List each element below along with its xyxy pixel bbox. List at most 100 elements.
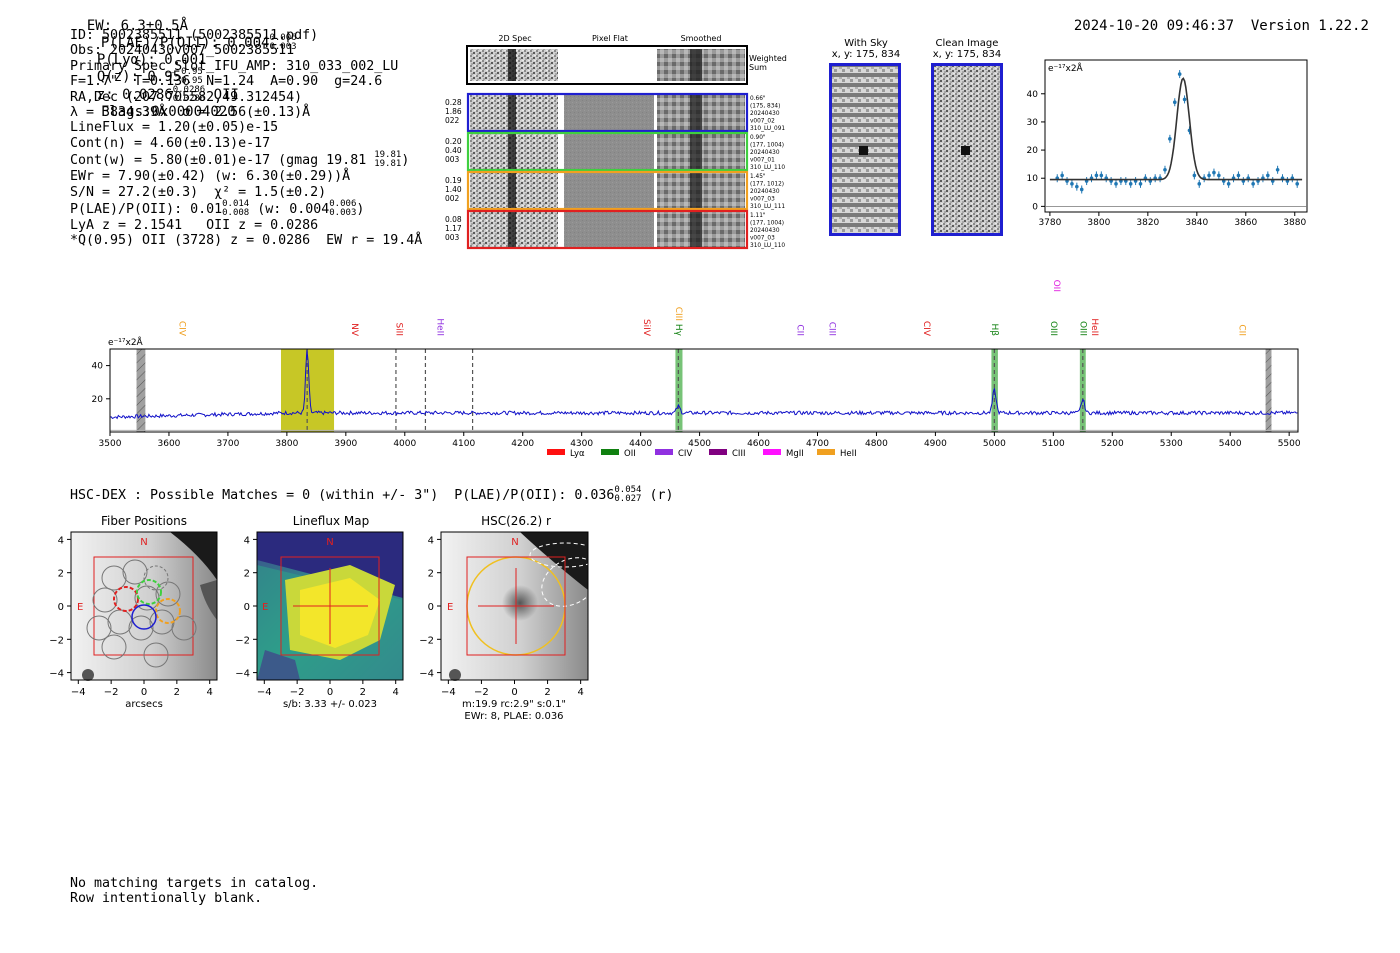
zoom-point bbox=[1275, 167, 1280, 172]
legend-swatch bbox=[601, 449, 619, 455]
lineflux-e: E bbox=[262, 602, 268, 613]
zoom-point bbox=[1217, 173, 1221, 178]
zoom-plot-frame bbox=[1044, 59, 1308, 213]
panel-ytick-label: −4 bbox=[50, 669, 64, 680]
fiber-blue bbox=[131, 604, 157, 630]
header-plae-hi: 0.006 bbox=[269, 33, 297, 43]
header-plya: P(Lyα): 0.001 bbox=[96, 52, 207, 68]
panel-ytick-label: 2 bbox=[244, 569, 250, 580]
spectrum-plot-frame bbox=[109, 348, 1299, 433]
panel-ytick-label: 4 bbox=[244, 535, 250, 546]
panel-xtick-label: 4 bbox=[393, 687, 399, 698]
legend-label: OII bbox=[624, 449, 636, 459]
panel-xtick-label: −2 bbox=[290, 687, 305, 698]
cutout-left-label: 0.40 bbox=[445, 146, 462, 155]
hsc-line: HSC-DEX : Possible Matches = 0 (within +… bbox=[70, 485, 674, 504]
zoom-ytick-label: 30 bbox=[1027, 118, 1039, 128]
panel-ytick-label: 2 bbox=[428, 569, 434, 580]
panel-ytick-label: 0 bbox=[244, 602, 250, 613]
legend-swatch bbox=[709, 449, 727, 455]
header-flags: Flags:0x00004020 bbox=[100, 104, 236, 120]
zoom-point bbox=[1163, 167, 1167, 172]
zoom-xtick-label: 3880 bbox=[1283, 218, 1306, 228]
cutout-right-label: 310_LU_110 bbox=[750, 165, 785, 171]
zoom-ytick-label: 20 bbox=[1027, 146, 1039, 156]
header-right: 2024-10-20 09:46:37 Version 1.22.2 bbox=[1057, 2, 1369, 34]
panel-ytick-label: 2 bbox=[58, 569, 64, 580]
cutout-right-label: 310_LU_111 bbox=[750, 204, 785, 210]
spectrum-xtick-label: 5300 bbox=[1160, 439, 1183, 449]
legend-swatch bbox=[547, 449, 565, 455]
spectrum-line-label: CIV bbox=[176, 321, 186, 337]
col-header-pixelflat: Pixel Flat bbox=[592, 34, 628, 43]
with-sky-title: With Sky bbox=[844, 38, 888, 49]
zoom-chart: e⁻¹⁷x2Å 3780 3800 3820 3840 3860 3880 0 10 20 30 4… bbox=[1027, 59, 1308, 228]
cutout-right-label: v007_03 bbox=[750, 236, 775, 242]
zoom-point bbox=[1128, 182, 1133, 186]
cutout-right-label: (177, 1004) bbox=[750, 221, 784, 227]
zoom-point bbox=[1094, 173, 1099, 178]
header-ew: EW: 6.3±0.5Å bbox=[86, 18, 189, 34]
info-plae-w-hi: 0.006 bbox=[329, 199, 357, 210]
info-plae: P(LAE)/P(OII): 0.01 0.014 0.008 (w: 0.004 0… bbox=[70, 199, 365, 219]
footer-line-2: Row intentionally blank. bbox=[70, 891, 263, 906]
legend-label: Lyα bbox=[570, 449, 585, 459]
clean-xy: x, y: 175, 834 bbox=[932, 49, 1002, 60]
zoom-xtick-label: 3860 bbox=[1234, 218, 1257, 228]
panel-xtick-label: 4 bbox=[207, 687, 213, 698]
spectrum-xtick-label: 3800 bbox=[275, 439, 298, 449]
header-bar: EW: 6.3±0.5Å P(LAE)/P(OII): 0.004 0.006 0.… bbox=[70, 2, 297, 120]
cutout-row-border bbox=[466, 131, 749, 172]
panel-ytick-label: −2 bbox=[419, 635, 434, 646]
spectrum-xtick-label: 4300 bbox=[570, 439, 593, 449]
zoom-point bbox=[1295, 182, 1300, 186]
spectrum-xtick-label: 3900 bbox=[334, 439, 357, 449]
spectrum-xtick-label: 4600 bbox=[747, 439, 770, 449]
with-sky-image bbox=[829, 63, 901, 236]
bottom-panels: Fiber Positions N E −4 −2 0 2 4 4 2 0 −2 −4 arcse… bbox=[50, 514, 601, 722]
spectrum-ytick-label: 20 bbox=[92, 395, 104, 405]
info-slot: Primary Spec_Slot_IFU_AMP: 310_033_002_L… bbox=[70, 58, 399, 74]
hsc-title: HSC(26.2) r bbox=[481, 514, 551, 528]
info-obs: Obs: 20240430v007_5002385511 bbox=[70, 43, 295, 59]
zoom-xtick-label: 3800 bbox=[1087, 218, 1110, 228]
col-header-2dspec: 2D Spec bbox=[498, 34, 531, 43]
panel-xtick-label: 2 bbox=[174, 687, 180, 698]
spectrum-line-label: CII bbox=[794, 324, 804, 336]
header-timestamp: 2024-10-20 09:46:37 bbox=[1073, 18, 1235, 34]
header-z-lo: 0.0286 bbox=[172, 94, 206, 104]
info-plae-w-lo: 0.003 bbox=[329, 208, 357, 219]
lineflux-n: N bbox=[326, 537, 333, 548]
lineflux-title: Lineflux Map bbox=[293, 514, 369, 528]
zoom-point bbox=[1168, 137, 1172, 141]
spectrum-line-label: CIII bbox=[827, 322, 837, 336]
zoom-ytick-label: 10 bbox=[1027, 174, 1039, 184]
panel-xtick-label: 4 bbox=[577, 687, 583, 698]
panel-xtick-label: −4 bbox=[441, 687, 456, 698]
panel-xtick-label: 0 bbox=[327, 687, 333, 698]
spectrum-xtick-label: 4100 bbox=[452, 439, 475, 449]
info-contw-lo: 19.81 bbox=[374, 159, 402, 170]
spectrum-xtick-label: 4800 bbox=[865, 439, 888, 449]
zoom-point bbox=[1114, 182, 1118, 186]
zoom-ytick-label: 40 bbox=[1027, 90, 1039, 100]
fiber-green bbox=[136, 579, 162, 605]
spectrum-xtick-label: 4400 bbox=[629, 439, 652, 449]
spectrum-xtick-label: 5200 bbox=[1101, 439, 1124, 449]
spectrum-line-label: CII bbox=[1236, 324, 1246, 336]
info-lya: LyA z = 2.1541 OII z = 0.0286 bbox=[70, 218, 319, 234]
spectrum-line-label: SiIV bbox=[641, 319, 651, 337]
spectrum-line-label: SiII bbox=[393, 322, 403, 336]
weighted-sum-row: Weighted Sum bbox=[466, 45, 787, 85]
zoom-point bbox=[1192, 173, 1197, 178]
spectrum-xtick-label: 5500 bbox=[1278, 439, 1301, 449]
fiber-n: N bbox=[140, 537, 147, 548]
spectrum-xtick-label: 4200 bbox=[511, 439, 534, 449]
cutout-right-label: 310_LU_091 bbox=[750, 126, 785, 132]
footer: No matching targets in catalog. Row inte… bbox=[70, 876, 318, 906]
hsc-panel: HSC(26.2) r N E −4 −2 0 2 4 4 2 0 −2 −4 m:19.9 rc… bbox=[419, 514, 601, 722]
zoom-point bbox=[1099, 173, 1104, 178]
spectrum-highlight-region bbox=[1079, 349, 1086, 432]
